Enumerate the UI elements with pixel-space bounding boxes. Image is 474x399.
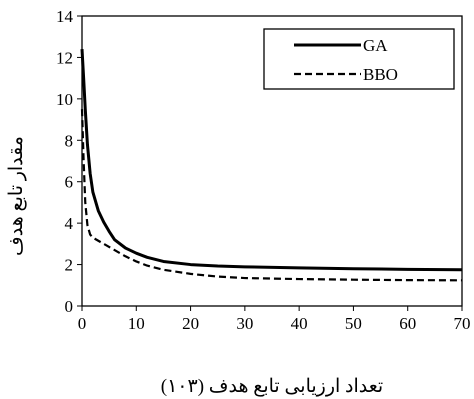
plot-area (81, 15, 463, 307)
x-tick-label: 30 (236, 314, 253, 333)
series-lines (80, 49, 463, 282)
y-tick-label: 0 (65, 297, 74, 316)
legend-label-bbo: BBO (363, 65, 398, 84)
legend-box (263, 28, 455, 90)
y-tick-label: 14 (56, 7, 74, 26)
x-tick-label: 10 (128, 314, 145, 333)
x-axis-title: تعداد ارزیابی تابع هدف (۱۰۳) (161, 376, 383, 397)
legend-label-ga: GA (363, 36, 388, 55)
y-tick-label: 4 (65, 214, 74, 233)
series-line-ga (80, 49, 463, 272)
y-tick-label: 10 (56, 90, 73, 109)
y-tick-label: 8 (65, 131, 74, 150)
y-tick-label: 6 (65, 173, 74, 192)
x-tick-label: 50 (345, 314, 362, 333)
x-tick-label: 20 (182, 314, 199, 333)
y-tick-label: 12 (56, 48, 73, 67)
legend: GA BBO (263, 28, 455, 90)
axis-ticks: 0 10 20 30 40 50 60 70 0 2 4 6 8 10 12 14 (56, 7, 471, 333)
y-axis-title: مقدار تابع هدف (6, 136, 27, 256)
plot-frame (81, 15, 463, 307)
x-tick-label: 40 (291, 314, 308, 333)
x-tick-label: 60 (399, 314, 416, 333)
y-tick-label: 2 (65, 256, 74, 275)
x-tick-label: 0 (78, 314, 87, 333)
series-line-bbo (80, 109, 463, 282)
x-tick-label: 70 (454, 314, 471, 333)
